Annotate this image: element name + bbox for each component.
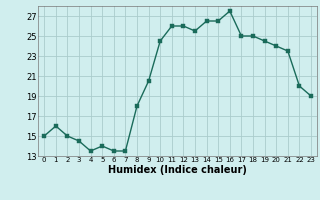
X-axis label: Humidex (Indice chaleur): Humidex (Indice chaleur) [108, 165, 247, 175]
